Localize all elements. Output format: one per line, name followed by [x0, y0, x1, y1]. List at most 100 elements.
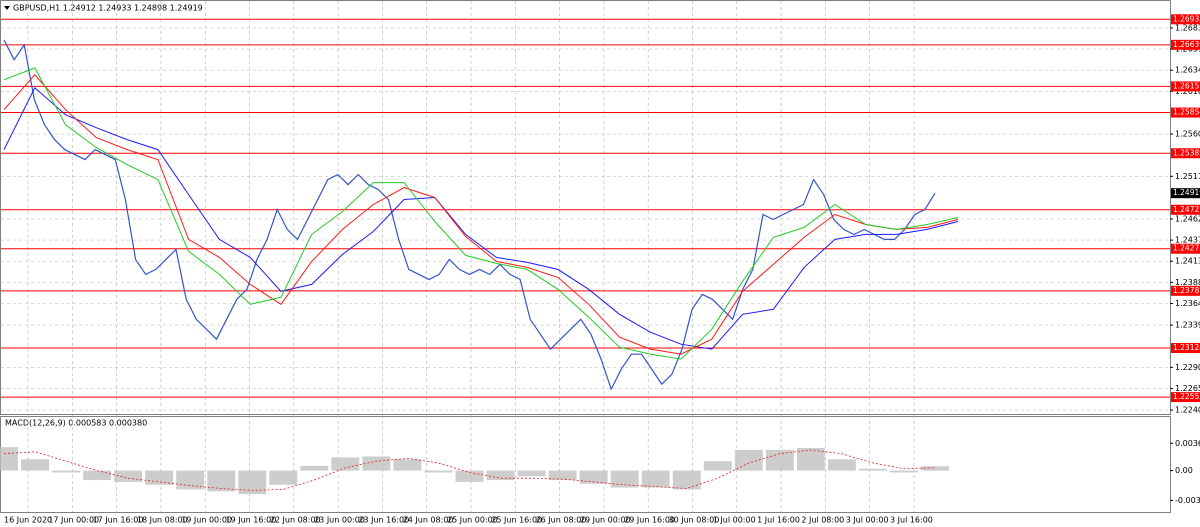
x-tick-label: 22 Jun 08:00	[270, 516, 321, 525]
macd-bar	[517, 470, 546, 477]
macd-bar	[145, 470, 174, 485]
macd-bar	[641, 470, 670, 488]
y-tick-label: 1.24130	[1175, 257, 1200, 266]
x-tick-label: 19 Jun 16:00	[226, 516, 277, 525]
level-label-box	[1171, 343, 1200, 354]
y-tick-label: 1.26345	[1175, 66, 1200, 75]
y-tick-label: 1.23390	[1175, 321, 1200, 330]
x-tick-label: 25 Jun 00:00	[447, 516, 498, 525]
x-tick-label: 23 Jun 00:00	[314, 516, 365, 525]
macd-bar	[486, 470, 515, 481]
y-tick-label: 1.23885	[1175, 278, 1200, 287]
chart-title: GBPUSD,H1 1.24912 1.24933 1.24898 1.2491…	[13, 4, 203, 13]
macd-bar	[610, 470, 639, 488]
macd-bar	[52, 470, 81, 473]
macd-bar	[362, 456, 391, 471]
y-tick-label: 1.26835	[1175, 23, 1200, 32]
macd-bar	[455, 470, 484, 482]
macd-bar	[176, 470, 205, 490]
x-tick-label: 30 Jun 08:00	[669, 516, 720, 525]
level-label: 1.24275	[1173, 244, 1200, 253]
x-tick-label: 26 Jun 08:00	[536, 516, 587, 525]
level-label: 1.26935	[1173, 14, 1200, 23]
macd-bar	[424, 470, 453, 473]
x-tick-label: 19 Jun 00:00	[181, 516, 232, 525]
y-tick-label: 1.22405	[1175, 406, 1200, 415]
macd-bar	[703, 461, 732, 471]
level-label-box	[1171, 285, 1200, 296]
y-tick-label: 1.23640	[1175, 299, 1200, 308]
level-label: 1.23124	[1173, 343, 1200, 352]
macd-signal	[3, 449, 936, 491]
x-tick-label: 3 Jul 00:00	[846, 516, 889, 525]
macd-bar	[207, 470, 236, 492]
macd-bar	[269, 470, 298, 485]
x-tick-label: 3 Jul 16:00	[890, 516, 933, 525]
level-label-box	[1171, 81, 1200, 92]
x-tick-label: 29 Jun 16:00	[624, 516, 675, 525]
price-line	[3, 39, 936, 391]
moving-average	[3, 86, 959, 350]
macd-bar	[858, 468, 887, 471]
level-label-box	[1171, 107, 1200, 118]
macd-bar	[238, 470, 267, 495]
macd-bar	[890, 470, 918, 473]
x-tick-label: 1 Jul 16:00	[757, 516, 800, 525]
level-label: 1.26639	[1173, 40, 1200, 49]
x-tick-label: 16 Jun 2020	[4, 516, 52, 525]
x-tick-label: 1 Jul 00:00	[713, 516, 756, 525]
x-tick-label: 17 Jun 16:00	[93, 516, 144, 525]
macd-bar	[765, 449, 794, 471]
level-label: 1.26157	[1173, 81, 1200, 90]
y-tick-label: 1.22655	[1175, 384, 1200, 393]
x-tick-label: 29 Jun 00:00	[580, 516, 631, 525]
level-label: 1.23787	[1173, 286, 1200, 295]
macd-bar	[672, 470, 701, 490]
level-label-box	[1171, 392, 1200, 403]
macd-bar	[827, 459, 856, 471]
y-tick-label: -0.00398	[1175, 496, 1200, 505]
macd-bar	[83, 470, 112, 481]
level-label: 1.25382	[1173, 148, 1200, 157]
macd-bar	[921, 466, 949, 471]
level-label-box	[1171, 148, 1200, 159]
macd-bar	[548, 470, 577, 481]
macd-title: MACD(12,26,9) 0.000583 0.000380	[5, 419, 147, 428]
y-tick-label: 1.25115	[1175, 172, 1200, 181]
moving-average	[3, 74, 959, 355]
x-tick-label: 17 Jun 00:00	[48, 516, 99, 525]
macd-bar	[796, 447, 825, 471]
macd-bar	[331, 457, 360, 471]
y-tick-label: 0.003644	[1175, 439, 1200, 448]
y-tick-label: 0.00	[1175, 466, 1193, 475]
macd-bar	[579, 470, 608, 484]
level-label: 1.25854	[1173, 108, 1200, 117]
macd-panel	[0, 416, 1171, 513]
macd-bar	[393, 459, 422, 471]
level-label-box	[1171, 243, 1200, 254]
current-price-box	[1171, 188, 1200, 199]
x-tick-label: 23 Jun 16:00	[358, 516, 409, 525]
current-price-label: 1.24919	[1173, 188, 1200, 197]
macd-bar	[734, 449, 763, 471]
y-tick-label: 1.25605	[1175, 130, 1200, 139]
main-panel	[0, 0, 1171, 415]
y-tick-label: 1.24620	[1175, 214, 1200, 223]
macd-bar	[114, 470, 143, 482]
x-tick-label: 24 Jun 08:00	[403, 516, 454, 525]
symbol-menu-icon[interactable]	[4, 6, 10, 10]
x-tick-label: 18 Jun 08:00	[137, 516, 188, 525]
x-tick-label: 2 Jul 08:00	[801, 516, 844, 525]
level-label: 1.22555	[1173, 392, 1200, 401]
level-label-box	[1171, 39, 1200, 50]
macd-bar	[0, 447, 18, 471]
y-tick-label: 1.24375	[1175, 236, 1200, 245]
macd-bar	[300, 465, 329, 471]
level-label-box	[1171, 204, 1200, 215]
x-tick-label: 25 Jun 16:00	[491, 516, 542, 525]
y-tick-label: 1.22900	[1175, 363, 1200, 372]
moving-average	[3, 67, 959, 360]
macd-bar	[21, 459, 49, 471]
